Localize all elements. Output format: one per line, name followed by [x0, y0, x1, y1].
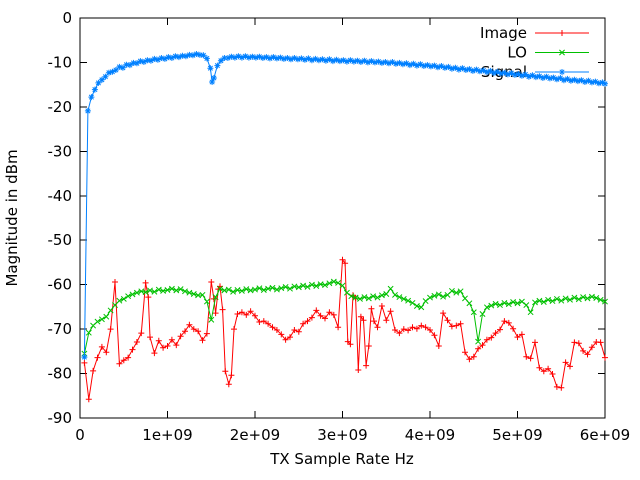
- y-tick-label: -40: [48, 187, 73, 205]
- y-tick-label: -70: [48, 320, 73, 338]
- x-tick-label: 2e+09: [230, 426, 280, 444]
- y-tick-label: -60: [48, 276, 73, 294]
- x-axis-title: TX Sample Rate Hz: [269, 450, 414, 468]
- y-tick-label: -30: [48, 142, 73, 160]
- x-tick-label: 6e+09: [580, 426, 630, 444]
- y-tick-label: 0: [62, 9, 72, 27]
- x-tick-label: 4e+09: [405, 426, 455, 444]
- legend-label-image: Image: [480, 24, 527, 42]
- series-line-image: [83, 258, 606, 400]
- legend-marker-image: [559, 30, 565, 36]
- y-axis-title: Magnitude in dBm: [3, 149, 21, 286]
- plot-layer: 0 1e+09 2e+09 3e+09 4e+09 5e+09 6e+09 0 -10 -20 -3…: [48, 9, 631, 444]
- series-markers-image: [81, 256, 608, 403]
- x-tick-label: 5e+09: [492, 426, 542, 444]
- y-tick-label: -90: [48, 409, 73, 427]
- legend-marker-lo: [559, 49, 565, 56]
- series-line-lo: [83, 281, 606, 354]
- series-markers-signal: [81, 51, 608, 361]
- x-tick-label: 3e+09: [317, 426, 367, 444]
- legend-label-lo: LO: [507, 44, 527, 62]
- y-tick-label: -10: [48, 53, 73, 71]
- y-tick-label: -50: [48, 231, 73, 249]
- x-tick-label: 0: [75, 426, 85, 444]
- y-tick-label: -80: [48, 365, 73, 383]
- x-tick-label: 1e+09: [142, 426, 192, 444]
- y-tick-label: -20: [48, 98, 73, 116]
- series-line-signal: [83, 53, 606, 358]
- legend-marker-signal: [559, 69, 565, 75]
